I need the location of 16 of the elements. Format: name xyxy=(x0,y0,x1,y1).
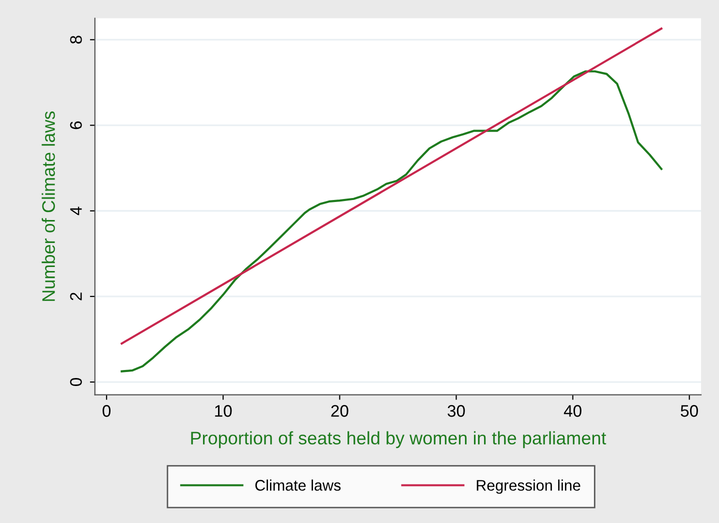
y-tick-label: 2 xyxy=(70,292,82,300)
x-axis-title: Proportion of seats held by women in the parliament xyxy=(191,431,606,448)
y-axis-title: Number of Climate laws xyxy=(42,111,55,301)
legend-label: Regression line xyxy=(476,480,580,494)
legend-label: Climate laws xyxy=(255,480,341,491)
x-tick-label: 30 xyxy=(448,405,465,417)
y-tick-label: 0 xyxy=(70,378,82,386)
y-tick-label: 8 xyxy=(70,36,82,44)
x-tick-label: 0 xyxy=(102,405,111,417)
x-tick-label: 40 xyxy=(564,405,582,417)
x-tick-label: 50 xyxy=(680,405,698,417)
y-tick-label: 4 xyxy=(70,206,82,216)
x-tick-label: 10 xyxy=(215,405,232,417)
x-tick-label: 20 xyxy=(331,405,348,417)
line-series xyxy=(120,70,662,372)
y-tick-label: 6 xyxy=(70,121,82,130)
